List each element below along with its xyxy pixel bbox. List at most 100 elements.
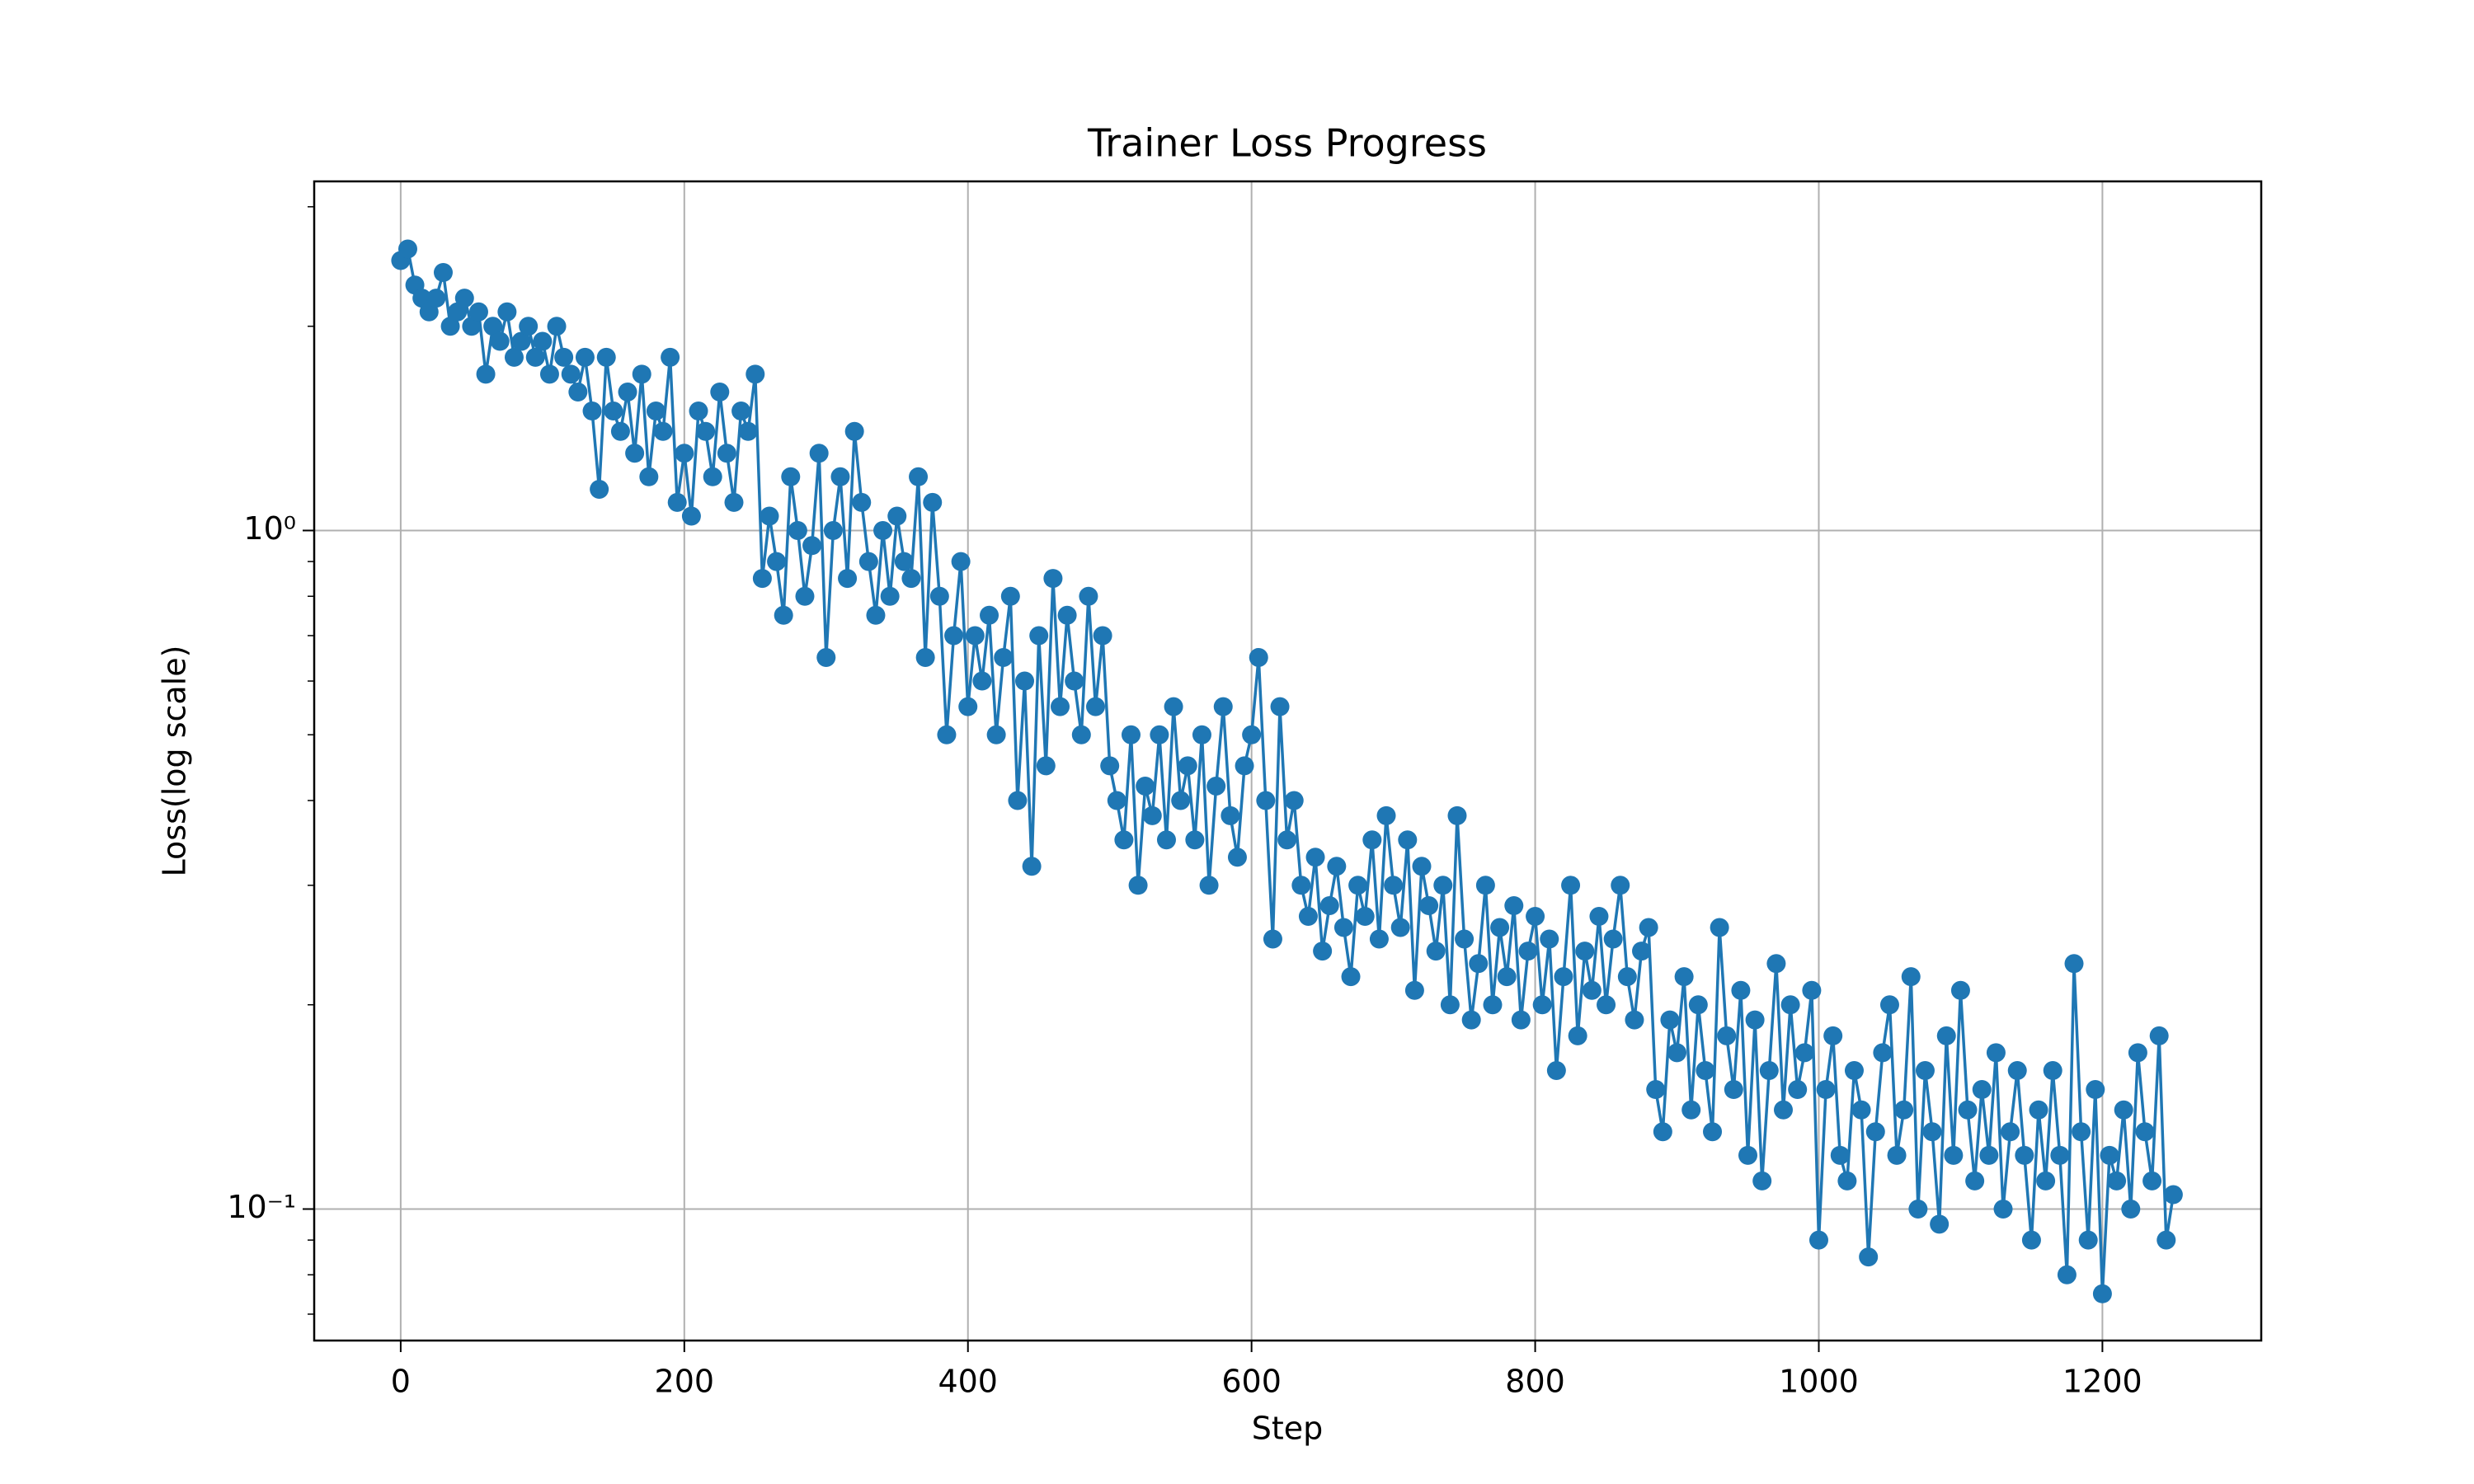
y-tick-label: 10⁻¹ (227, 1189, 296, 1225)
loss-point (1447, 805, 1467, 825)
loss-point (610, 421, 630, 441)
loss-point (1178, 756, 1197, 776)
loss-point (1164, 697, 1183, 716)
loss-point (1582, 980, 1602, 1000)
loss-point (1575, 942, 1595, 961)
loss-point (2086, 1080, 2105, 1100)
loss-point (1333, 918, 1353, 937)
loss-point (1844, 1060, 1864, 1080)
loss-point (1653, 1122, 1672, 1142)
loss-point (703, 467, 722, 486)
loss-point (561, 364, 581, 384)
loss-point (426, 289, 446, 308)
plot-frame (313, 180, 2263, 1342)
loss-point (1788, 1080, 1808, 1100)
loss-point (1667, 1043, 1687, 1063)
loss-point (667, 492, 687, 512)
loss-point (539, 364, 559, 384)
loss-point (1426, 942, 1446, 961)
loss-point (1284, 791, 1304, 810)
loss-point (1221, 805, 1240, 825)
loss-point (1611, 876, 1630, 895)
loss-point (1277, 830, 1297, 850)
loss-point (1043, 569, 1063, 589)
loss-point (1114, 830, 1134, 850)
loss-point (554, 347, 574, 367)
loss-point (525, 347, 545, 367)
loss-point (1766, 954, 1786, 974)
loss-point (533, 331, 553, 351)
loss-point (823, 520, 843, 540)
loss-point (2092, 1284, 2112, 1303)
loss-point (1794, 1043, 1814, 1063)
loss-point (2114, 1100, 2133, 1120)
loss-point (852, 492, 872, 512)
loss-point (774, 605, 793, 625)
loss-point (2001, 1122, 2020, 1142)
loss-point (1319, 895, 1339, 915)
loss-point (1071, 725, 1091, 744)
loss-point (2100, 1145, 2119, 1165)
loss-point (1490, 918, 1510, 937)
loss-point (1398, 830, 1418, 850)
loss-point (1837, 1171, 1857, 1190)
loss-point (1625, 1010, 1644, 1030)
loss-point (1270, 697, 1290, 716)
loss-point (809, 444, 829, 463)
loss-point (1348, 876, 1368, 895)
loss-point (1759, 1060, 1779, 1080)
loss-point (965, 626, 985, 646)
loss-point (1341, 967, 1361, 987)
loss-point (795, 586, 815, 606)
loss-point (2135, 1122, 2155, 1142)
loss-point (1823, 1026, 1843, 1045)
loss-point (1546, 1060, 1566, 1080)
loss-point (1646, 1080, 1666, 1100)
loss-point (582, 402, 602, 421)
loss-point (2050, 1145, 2070, 1165)
loss-point (1313, 942, 1333, 961)
loss-point (1901, 967, 1921, 987)
loss-point (1540, 929, 1559, 949)
loss-point (1227, 848, 1247, 867)
loss-point (547, 317, 567, 336)
loss-point (1079, 586, 1098, 606)
loss-point (830, 467, 850, 486)
chart-title: Trainer Loss Progress (1087, 121, 1487, 166)
loss-point (504, 347, 524, 367)
loss-point (1617, 967, 1637, 987)
x-axis-label: Step (1252, 1411, 1324, 1447)
loss-point (2029, 1100, 2048, 1120)
loss-point (2043, 1060, 2062, 1080)
loss-point (901, 569, 921, 589)
loss-point (661, 347, 680, 367)
x-tick-label: 600 (1221, 1364, 1282, 1400)
loss-point (1206, 777, 1226, 796)
loss-point (2057, 1265, 2077, 1284)
loss-point (1688, 995, 1708, 1015)
loss-point (1979, 1145, 1999, 1165)
loss-point (788, 520, 807, 540)
loss-point (1660, 1010, 1680, 1030)
loss-point (1433, 876, 1453, 895)
loss-point (781, 467, 801, 486)
loss-point (1632, 942, 1652, 961)
y-axis-label: Loss(log scale) (157, 646, 193, 877)
loss-point (1136, 777, 1155, 796)
loss-point (738, 421, 758, 441)
loss-point (1511, 1010, 1531, 1030)
loss-point (2128, 1043, 2147, 1063)
loss-point (454, 289, 474, 308)
loss-point (760, 506, 779, 526)
y-tick-label: 10⁰ (243, 510, 296, 547)
loss-point (880, 586, 900, 606)
loss-point (1681, 1100, 1701, 1120)
loss-point (1171, 791, 1191, 810)
loss-point (568, 382, 588, 402)
loss-point (717, 444, 736, 463)
loss-point (1327, 857, 1347, 876)
loss-point (1879, 995, 1899, 1015)
x-tick-label: 400 (938, 1364, 998, 1400)
loss-point (752, 569, 772, 589)
loss-point (2021, 1230, 2041, 1250)
